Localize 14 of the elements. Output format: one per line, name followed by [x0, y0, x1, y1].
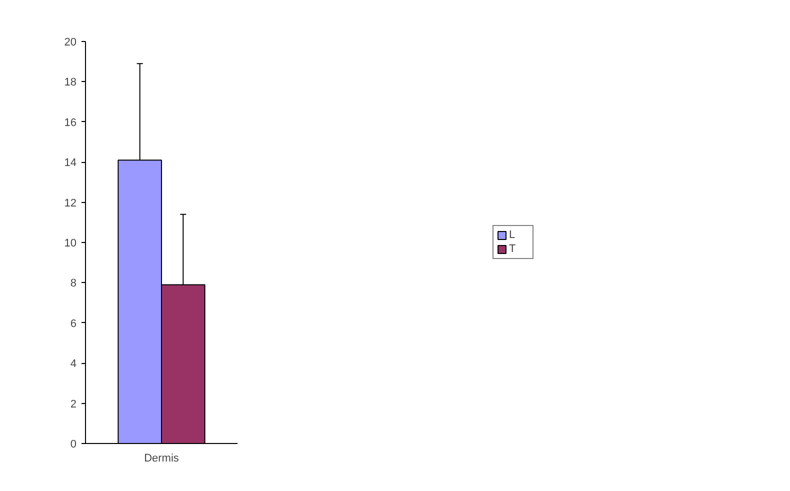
y-tick-label: 20 [64, 36, 77, 48]
y-tick-label: 14 [64, 157, 77, 170]
y-tick-label: 2 [70, 398, 77, 410]
y-tick-label: 0 [70, 438, 77, 450]
y-tick-label: 12 [64, 197, 77, 210]
legend-label: T [509, 243, 517, 255]
y-tick-label: 18 [64, 76, 77, 89]
x-tick-label: Dermis [144, 452, 180, 464]
y-tick-label: 6 [70, 318, 77, 330]
y-tick-label: 8 [70, 278, 77, 290]
y-tick-label: 10 [64, 238, 77, 250]
y-tick-label: 4 [70, 358, 77, 370]
legend-label: L [509, 229, 516, 241]
y-tick-label: 16 [64, 116, 77, 129]
